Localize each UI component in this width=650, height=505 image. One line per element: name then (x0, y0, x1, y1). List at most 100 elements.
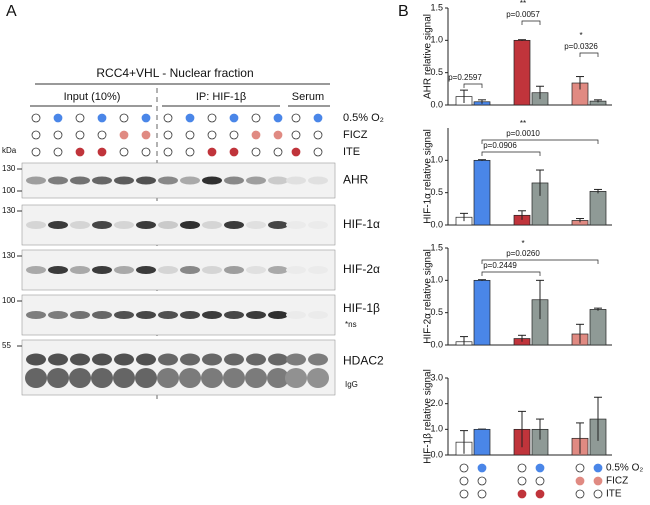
blot-label: HIF-2α (343, 262, 380, 276)
blot-band (48, 311, 68, 319)
kda-marker: 130 (2, 206, 16, 215)
annotation: p=0.2449 (483, 261, 517, 270)
blot-band (92, 221, 112, 229)
condition-label: ITE (606, 489, 622, 500)
y-tick-label: 1.0 (430, 424, 443, 434)
error-bar (460, 89, 468, 104)
y-axis-label: HIF-1α relative signal (423, 129, 434, 224)
blot-note: *ns (345, 320, 357, 329)
condition-dot (163, 147, 173, 157)
condition-dot (163, 113, 173, 123)
kda-marker: 130 (2, 251, 16, 260)
condition-dot (251, 147, 261, 157)
panel-label: B (398, 3, 409, 20)
condition-dot (477, 489, 487, 499)
condition-dot (593, 489, 603, 499)
sig-bracket (579, 52, 599, 57)
error-bar (460, 212, 468, 222)
group-label: Serum (292, 91, 324, 103)
blot-band (69, 368, 91, 388)
error-bar (536, 85, 544, 100)
condition-dot (229, 130, 239, 140)
blot-band (202, 353, 222, 366)
blot-band (48, 266, 68, 274)
condition-dot (575, 476, 585, 486)
error-bar (460, 336, 468, 345)
y-tick-label: 0.0 (430, 449, 443, 459)
condition-dot (517, 463, 527, 473)
blot-band (202, 311, 222, 319)
condition-dot (75, 130, 85, 140)
condition-dot (97, 130, 107, 140)
blot-band (114, 176, 134, 185)
condition-dot (593, 463, 603, 473)
blot-band (91, 368, 113, 388)
condition-dot (273, 130, 283, 140)
error-bar (478, 428, 486, 430)
blot-band (48, 221, 68, 229)
blot-band (180, 176, 200, 185)
blot-band (246, 221, 266, 229)
blot-band (286, 221, 306, 229)
condition-dot (477, 463, 487, 473)
bar (589, 191, 607, 226)
blot-band (92, 311, 112, 319)
y-axis-label: HIF-2α relative signal (423, 249, 434, 344)
annotation: p=0.2597 (448, 73, 482, 82)
blot-band (158, 266, 178, 274)
y-tick-label: 0.0 (430, 339, 443, 349)
bar (513, 39, 531, 106)
condition-label: 0.5% O₂ (606, 463, 643, 474)
condition-dot (251, 130, 261, 140)
blot-band (246, 353, 266, 366)
condition-dot (75, 147, 85, 157)
condition-dot (207, 113, 217, 123)
blot-band (245, 368, 267, 388)
annotation: * (521, 239, 524, 248)
blot-band (246, 311, 266, 319)
blot-band (308, 266, 328, 274)
condition-dot (185, 147, 195, 157)
sig-bracket (481, 259, 599, 264)
error-bar (576, 76, 584, 90)
condition-dot (185, 130, 195, 140)
annotation: ** (520, 0, 526, 8)
blot-label: AHR (343, 173, 369, 187)
condition-dot (31, 113, 41, 123)
blot-band (114, 311, 134, 319)
blot-band (286, 311, 306, 319)
condition-dot (517, 476, 527, 486)
condition-dot (185, 113, 195, 123)
annotation: p=0.0906 (483, 141, 517, 150)
blot-band (157, 368, 179, 388)
blot-band (268, 176, 288, 185)
condition-dot (97, 147, 107, 157)
kda-label: kDa (2, 146, 17, 155)
blot-band (268, 266, 288, 274)
condition-dot (97, 113, 107, 123)
error-bar (594, 396, 602, 441)
condition-label: FICZ (606, 476, 628, 487)
blot-band (308, 353, 328, 366)
condition-dot (141, 113, 151, 123)
error-bar (518, 210, 526, 220)
annotation: ** (520, 119, 526, 128)
blot-band (246, 266, 266, 274)
blot-band (180, 221, 200, 229)
error-bar (478, 159, 486, 161)
blot-band (70, 266, 90, 274)
condition-dot (119, 113, 129, 123)
blot-band (25, 368, 47, 388)
blot-band (180, 311, 200, 319)
y-tick-label: 2.0 (430, 398, 443, 408)
y-axis-label: AHR relative signal (423, 14, 434, 99)
sig-bracket (521, 20, 541, 25)
condition-dot (575, 463, 585, 473)
condition-dot (141, 130, 151, 140)
blot-band (113, 368, 135, 388)
condition-dot (229, 113, 239, 123)
condition-dot (251, 113, 261, 123)
error-bar (536, 169, 544, 196)
blot-band (70, 221, 90, 229)
blot-band (179, 368, 201, 388)
